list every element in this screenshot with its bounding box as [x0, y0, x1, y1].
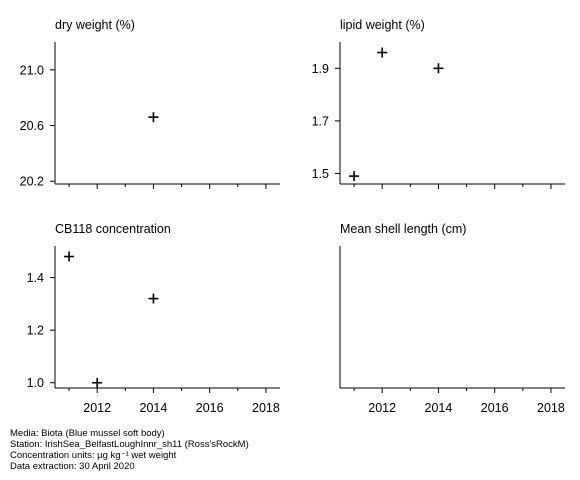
x-tick-label: 2018 — [252, 401, 280, 415]
x-tick-label: 2012 — [83, 401, 111, 415]
panel-1: dry weight (%) 20.2 20.6 21.0 — [20, 18, 280, 189]
data-point — [349, 171, 360, 182]
x-tick-label: 2012 — [368, 401, 396, 415]
data-point — [64, 251, 75, 262]
footer-station: Station: IrishSea_BelfastLoughInnr_sh11 … — [10, 439, 249, 450]
y-tick-label: 20.2 — [20, 175, 44, 189]
footer-media: Media: Biota (Blue mussel soft body) — [10, 428, 165, 439]
data-point — [148, 112, 159, 123]
panel-4: Mean shell length (cm) 2012 2014 2016 2018 — [339, 222, 565, 415]
panel-3: CB118 concentration 2012 2014 2016 2018 1.0 1.… — [27, 222, 280, 415]
data-point — [377, 47, 388, 58]
panel-title: Mean shell length (cm) — [340, 222, 466, 236]
data-point — [148, 293, 159, 304]
footer-extraction: Data extraction: 30 April 2020 — [10, 461, 135, 472]
panel-title: dry weight (%) — [55, 18, 135, 32]
footer-units: Concentration units: µg kg⁻¹ wet weight — [10, 450, 177, 461]
data-point — [92, 377, 103, 388]
data-point — [433, 63, 444, 74]
x-tick-label: 2018 — [537, 401, 565, 415]
y-tick-label: 20.6 — [20, 119, 44, 133]
y-tick-label: 1.0 — [27, 376, 44, 390]
x-tick-label: 2014 — [425, 401, 453, 415]
x-tick-label: 2014 — [140, 401, 168, 415]
y-tick-label: 21.0 — [20, 63, 44, 77]
y-tick-label: 1.4 — [27, 271, 44, 285]
x-tick-label: 2016 — [196, 401, 224, 415]
y-tick-label: 1.5 — [312, 167, 329, 181]
panel-title: CB118 concentration — [55, 222, 171, 236]
footer-notes: Media: Biota (Blue mussel soft body) Sta… — [10, 428, 249, 472]
y-tick-label: 1.9 — [312, 62, 329, 76]
x-tick-label: 2016 — [481, 401, 509, 415]
panel-2: lipid weight (%) 1.5 1.7 1.9 — [312, 18, 565, 189]
y-tick-label: 1.7 — [312, 114, 329, 128]
y-tick-label: 1.2 — [27, 324, 44, 338]
panel-title: lipid weight (%) — [340, 18, 425, 32]
